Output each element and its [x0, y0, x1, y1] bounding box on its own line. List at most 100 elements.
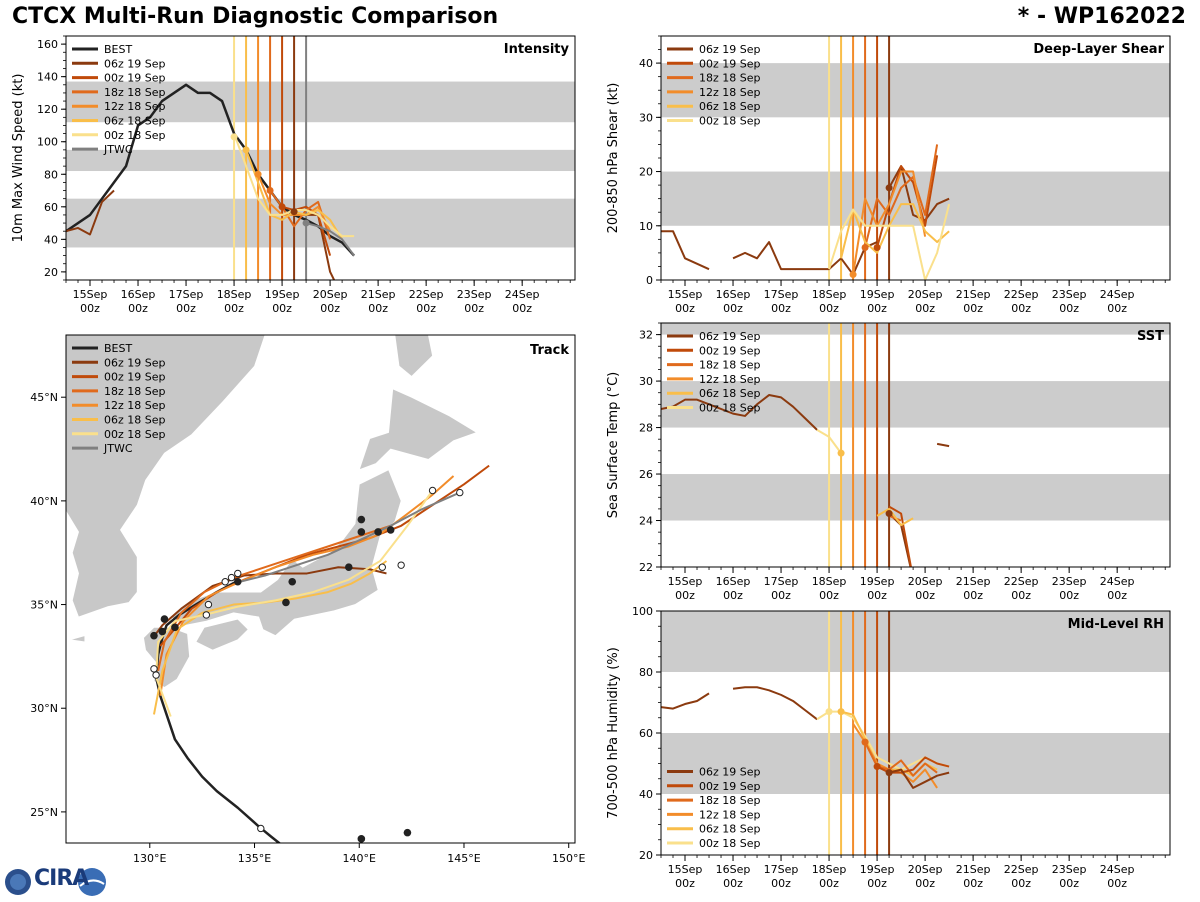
shear-x-tick-label: 00z [1059, 302, 1079, 315]
shear-x-tick-label: 00z [819, 302, 839, 315]
rh-x-tick-label: 16Sep [716, 863, 751, 876]
sst-x-tick-label: 16Sep [716, 575, 751, 588]
intensity-data-point [242, 146, 250, 154]
cira-logo: CIRA [4, 866, 108, 898]
shear-x-tick-label: 22Sep [1004, 288, 1039, 301]
intensity-x-tick-label: 00z [80, 302, 100, 315]
rh-x-tick-label: 00z [1059, 877, 1079, 890]
intensity-x-tick-label: 00z [224, 302, 244, 315]
rh-data-point [873, 763, 881, 771]
shear-x-tick-label: 15Sep [668, 288, 703, 301]
sst-x-tick-label: 00z [1011, 589, 1031, 602]
rh-x-tick-label: 00z [867, 877, 887, 890]
shear-plot-area [661, 36, 1170, 280]
track-legend-label: 00z 19 Sep [104, 371, 166, 384]
land-polygon [170, 469, 402, 637]
logo-globe-icon [5, 868, 106, 896]
track-forecast-point [227, 573, 236, 582]
sst-data-point [837, 449, 845, 457]
intensity-data-point [254, 170, 262, 178]
track-legend-label: 06z 18 Sep [104, 414, 166, 427]
intensity-x-tick-label: 00z [320, 302, 340, 315]
track-legend-label: 06z 19 Sep [104, 356, 166, 369]
intensity-y-tick-label: 40 [44, 233, 58, 246]
intensity-legend-label: 18z 18 Sep [104, 86, 166, 99]
intensity-x-tick-label: 15Sep [73, 288, 108, 301]
rh-legend-label: 00z 19 Sep [699, 780, 761, 793]
shear-y-tick-label: 30 [639, 111, 653, 124]
figure-title: CTCX Multi-Run Diagnostic Comparison [12, 4, 499, 29]
rh-x-tick-label: 24Sep [1100, 863, 1135, 876]
sst-panel: 22242628303215Sep00z16Sep00z17Sep00z18Se… [606, 322, 1171, 602]
sst-series-line [888, 505, 912, 567]
land-polygon [394, 335, 433, 378]
track-forecast-point [221, 578, 229, 586]
rh-plot-area [661, 611, 1170, 855]
track-x-tick-label: 135°E [238, 852, 271, 865]
rh-x-tick-label: 00z [723, 877, 743, 890]
intensity-data-point [290, 208, 298, 216]
intensity-panel-title: Intensity [504, 42, 570, 57]
rh-legend-label: 18z 18 Sep [699, 794, 761, 807]
track-y-tick-label: 25°N [30, 806, 58, 819]
rh-x-tick-label: 23Sep [1052, 863, 1087, 876]
track-x-tick-label: 145°E [447, 852, 480, 865]
shear-legend-label: 18z 18 Sep [699, 72, 761, 85]
track-best-point [357, 835, 366, 843]
rh-x-tick-label: 15Sep [668, 863, 703, 876]
shear-y-tick-label: 40 [639, 57, 653, 70]
track-forecast-point [234, 569, 242, 578]
sst-series-line [816, 429, 842, 454]
shear-series-line [828, 203, 951, 280]
shear-series-line [852, 170, 927, 275]
track-best-point [171, 623, 179, 632]
rh-series-line [732, 686, 818, 721]
shear-legend-label: 06z 19 Sep [699, 43, 761, 56]
rh-data-point [825, 708, 833, 716]
intensity-x-tick-label: 19Sep [265, 288, 300, 301]
shear-series-line [864, 144, 939, 248]
land-polygon [66, 335, 266, 618]
intensity-ylabel: 10m Max Wind Speed (kt) [11, 74, 26, 243]
track-frame [65, 334, 576, 844]
intensity-y-tick-label: 140 [37, 71, 58, 84]
rh-panel: 2040608010015Sep00z16Sep00z17Sep00z18Sep… [606, 605, 1171, 890]
shear-legend-label: 06z 18 Sep [699, 100, 761, 113]
sst-x-tick-label: 20Sep [908, 575, 943, 588]
intensity-band [66, 149, 575, 172]
intensity-x-tick-label: 00z [368, 302, 388, 315]
intensity-data-point [230, 133, 238, 141]
shear-legend-label: 00z 18 Sep [699, 115, 761, 128]
track-best-point [344, 563, 353, 572]
sst-plot-area [661, 323, 1170, 567]
rh-series-line [661, 692, 710, 710]
sst-x-tick-label: 22Sep [1004, 575, 1039, 588]
shear-series-line [840, 203, 950, 259]
intensity-x-tick-label: 20Sep [313, 288, 348, 301]
sst-plot-bg [661, 323, 1170, 567]
rh-ylabel: 700-500 hPa Humidity (%) [606, 647, 621, 819]
sst-x-tick-label: 23Sep [1052, 575, 1087, 588]
sst-legend-label: 06z 19 Sep [699, 330, 761, 343]
intensity-y-tick-label: 160 [37, 38, 58, 51]
sst-x-tick-label: 24Sep [1100, 575, 1135, 588]
intensity-x-tick-label: 00z [176, 302, 196, 315]
rh-panel-title: Mid-Level RH [1068, 617, 1164, 632]
track-best-point [357, 515, 366, 524]
intensity-series-line [66, 189, 115, 236]
intensity-legend-label: 06z 18 Sep [104, 115, 166, 128]
sst-legend-label: 00z 19 Sep [699, 344, 761, 357]
sst-legend-label: 18z 18 Sep [699, 359, 761, 372]
storm-id: * - WP162022 [1017, 4, 1186, 29]
track-panel-title: Track [530, 343, 569, 358]
shear-band [661, 63, 1170, 118]
track-legend-label: 00z 18 Sep [104, 428, 166, 441]
shear-x-tick-label: 17Sep [764, 288, 799, 301]
sst-legend-label: 06z 18 Sep [699, 387, 761, 400]
rh-x-tick-label: 00z [915, 877, 935, 890]
track-panel: 130°E 135°E 140°E 145°E 150°E 25°N 30°N 35°N 40°… [30, 334, 585, 865]
track-legend-label: BEST [104, 342, 132, 355]
land-polygon [195, 618, 249, 651]
track-line [239, 491, 461, 583]
sst-y-tick-label: 32 [639, 329, 653, 342]
